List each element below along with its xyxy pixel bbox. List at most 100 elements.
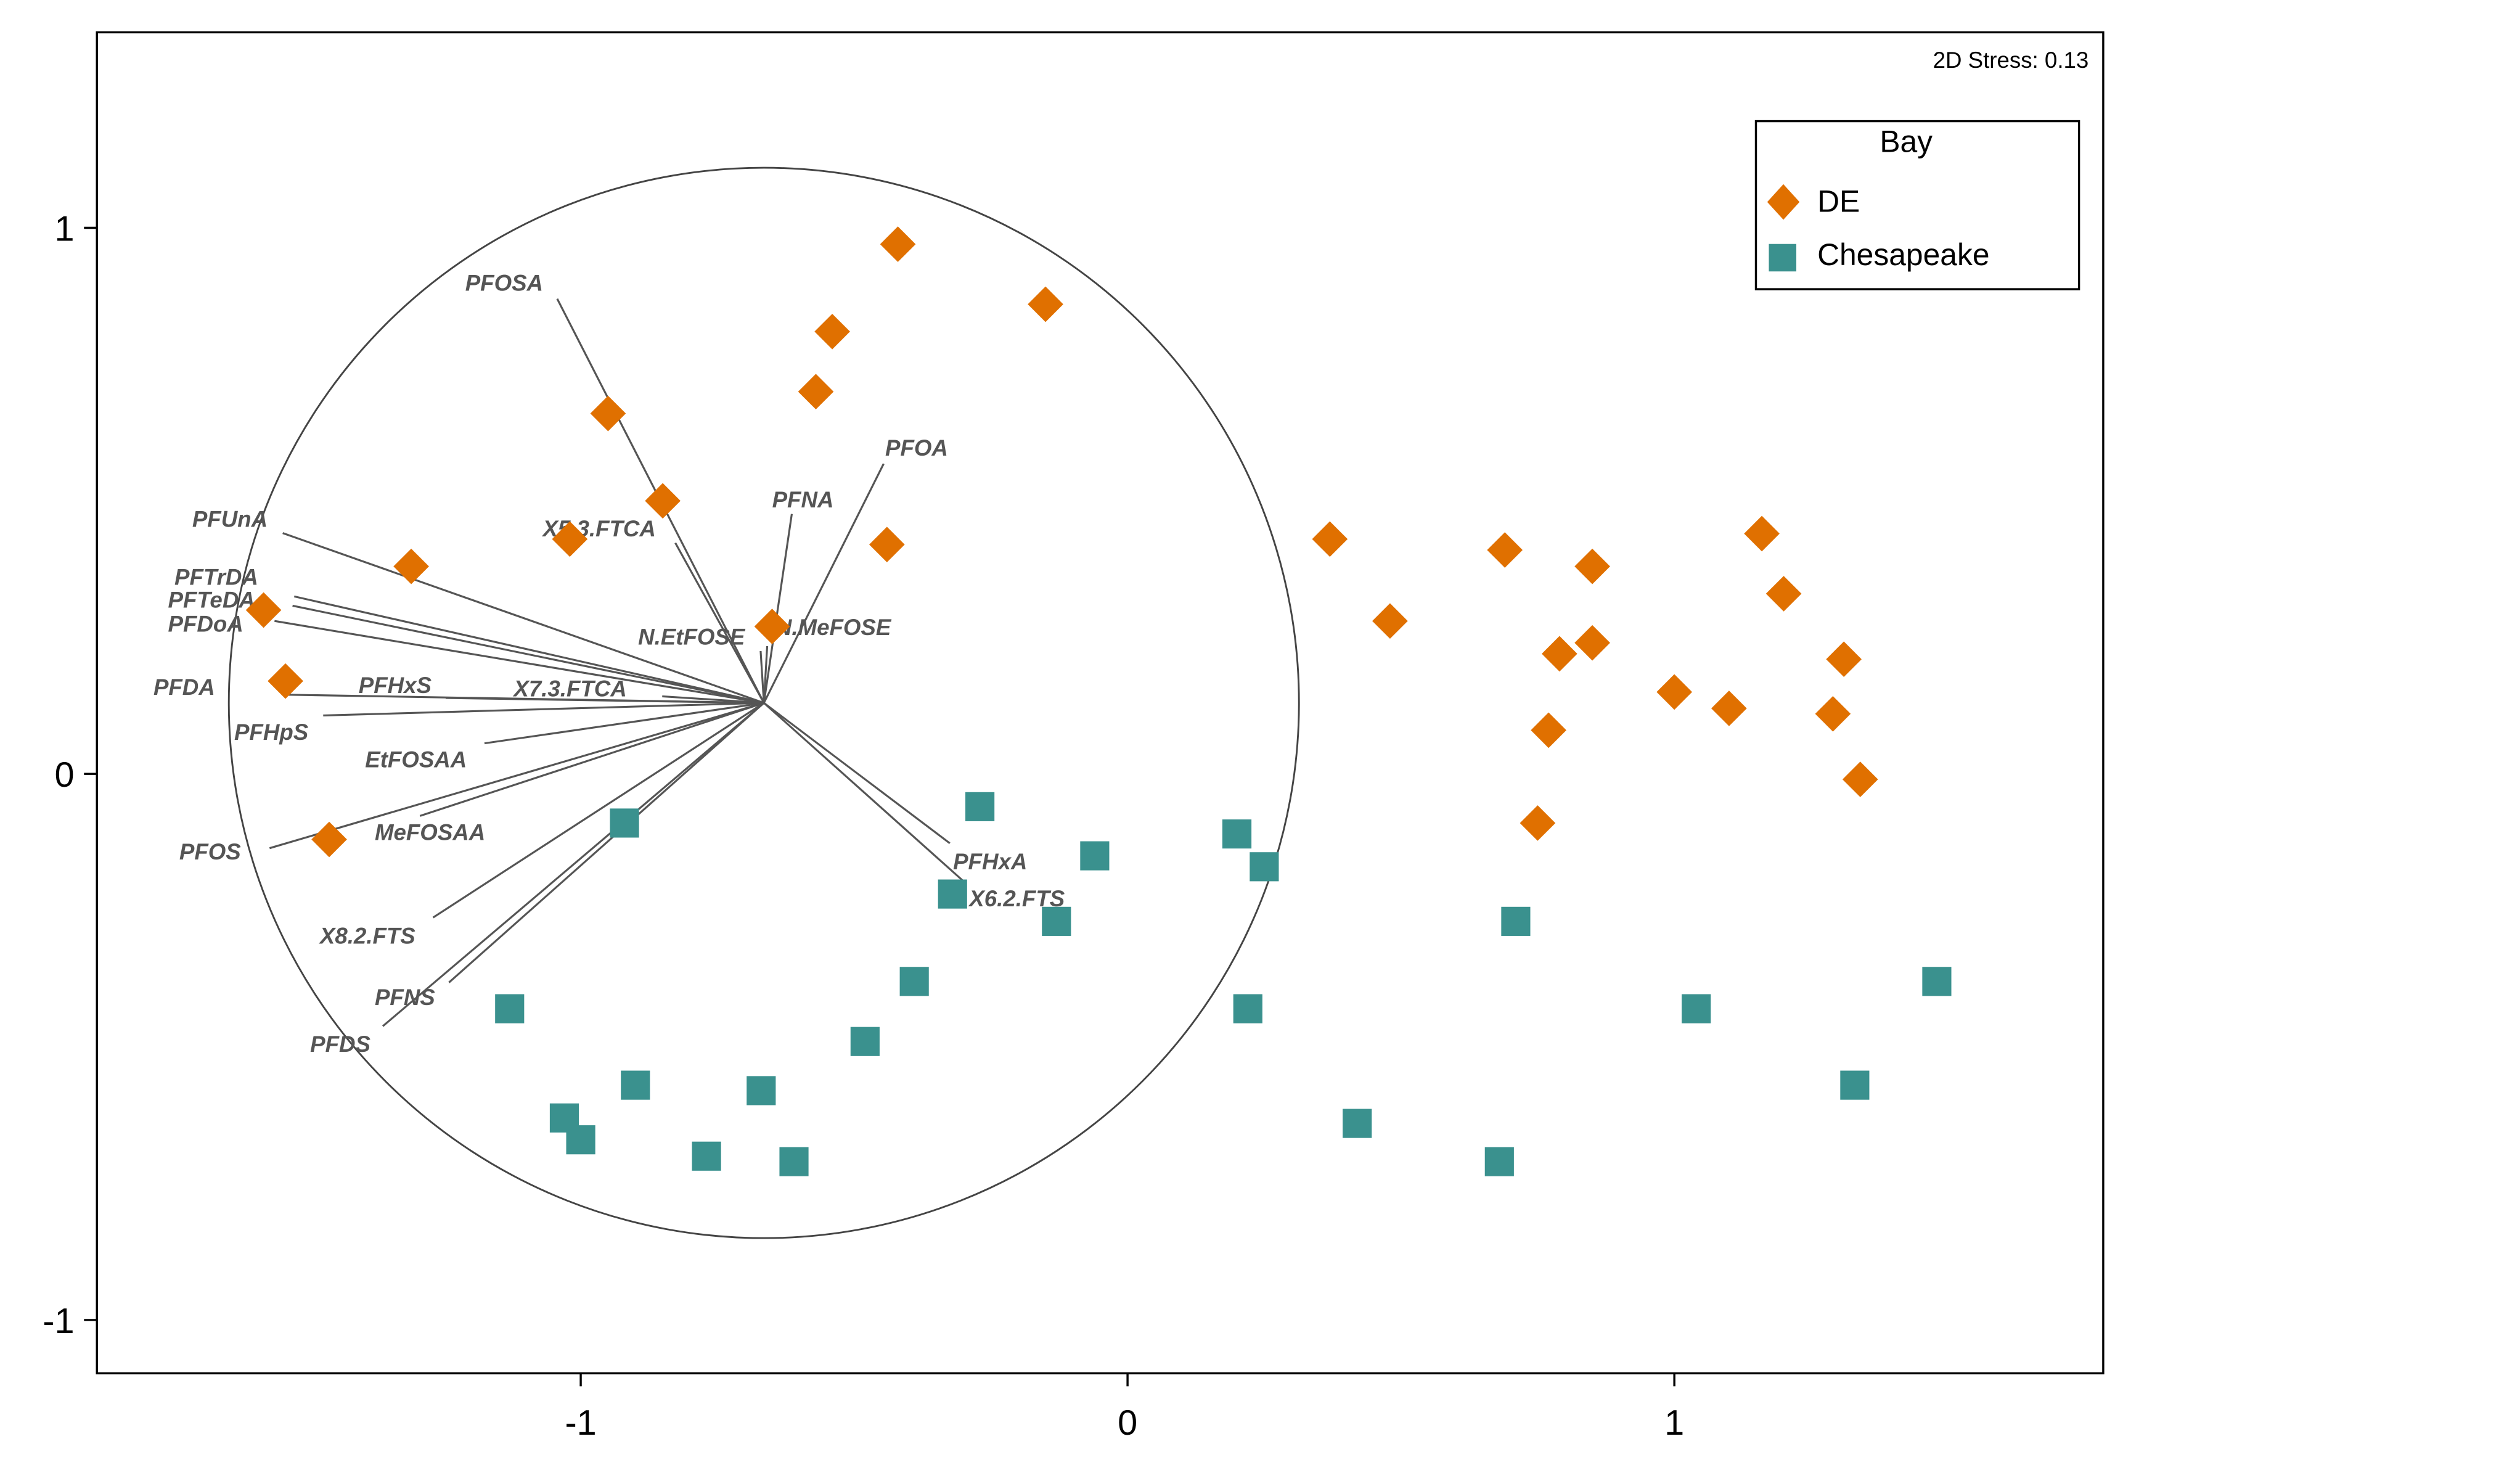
vector-MeFOSAA xyxy=(419,702,764,817)
point-chesapeake xyxy=(899,967,929,996)
point-de xyxy=(1744,515,1780,552)
vector-label: X7.3.FTCA xyxy=(512,676,626,701)
legend-label-chesapeake: Chesapeake xyxy=(1817,237,1989,272)
point-de xyxy=(1842,761,1878,797)
stress-annotation: 2D Stress: 0.13 xyxy=(1933,47,2089,73)
point-de xyxy=(869,527,905,563)
vector-label: PFHpS xyxy=(234,720,309,745)
point-de xyxy=(814,313,850,350)
point-chesapeake xyxy=(1840,1070,1870,1100)
vector-PFHpS xyxy=(323,702,764,717)
vector-PFNS xyxy=(448,702,765,983)
vector-PFTrDA xyxy=(293,595,764,704)
correlation-circle xyxy=(227,166,1300,1239)
vector-PFOA xyxy=(763,463,885,703)
point-de xyxy=(1574,548,1610,584)
vector-label: PFHxS xyxy=(359,673,432,698)
point-de xyxy=(1487,532,1523,568)
point-chesapeake xyxy=(1484,1147,1514,1176)
point-de xyxy=(1574,625,1610,661)
vector-label: N.EtFOSE xyxy=(638,625,746,650)
legend: Bay DE Chesapeake xyxy=(1754,120,2080,290)
vector-PFDS xyxy=(382,702,765,1027)
vector-label: EtFOSAA xyxy=(365,747,467,773)
legend-marker-chesapeake xyxy=(1769,244,1797,272)
x-tick-label: 1 xyxy=(1664,1403,1684,1443)
point-chesapeake xyxy=(1922,967,1952,996)
y-tick-label: 1 xyxy=(54,209,74,248)
point-chesapeake xyxy=(1222,819,1252,849)
vector-label: PFTeDA xyxy=(168,587,255,612)
vector-PFOS xyxy=(269,702,764,850)
vector-label: PFOS xyxy=(179,839,241,864)
vector-label: N.MeFOSE xyxy=(775,615,892,640)
point-chesapeake xyxy=(1343,1109,1372,1138)
point-chesapeake xyxy=(1042,906,1071,936)
vector-EtFOSAA xyxy=(484,702,764,745)
point-chesapeake xyxy=(495,994,525,1023)
point-chesapeake xyxy=(1250,852,1279,882)
vector-PFTeDA xyxy=(292,604,764,704)
point-de xyxy=(754,609,790,644)
point-chesapeake xyxy=(1080,841,1110,871)
vector-PFDoA xyxy=(274,620,764,704)
point-chesapeake xyxy=(850,1027,880,1056)
vector-PFNA xyxy=(763,514,793,703)
legend-label-de: DE xyxy=(1817,184,1860,218)
point-chesapeake xyxy=(747,1076,776,1105)
point-de xyxy=(552,521,588,557)
vector-PFHxS xyxy=(445,697,764,704)
point-chesapeake xyxy=(779,1147,809,1176)
point-de xyxy=(1656,674,1692,710)
point-chesapeake xyxy=(1501,906,1531,936)
vector-label: MeFOSAA xyxy=(375,820,485,845)
x-tick-label: -1 xyxy=(565,1403,596,1443)
y-tick-label: -1 xyxy=(43,1302,74,1341)
vector-label: PFOSA xyxy=(465,271,543,296)
vector-label: PFNS xyxy=(375,985,435,1010)
point-chesapeake xyxy=(1682,994,1711,1023)
y-tick-label: 0 xyxy=(54,755,74,795)
point-chesapeake xyxy=(610,808,639,838)
vector-N.MeFOSE xyxy=(763,646,769,703)
point-de xyxy=(1542,636,1577,672)
vector-X5.3.FTCA xyxy=(674,542,765,703)
point-de xyxy=(880,226,916,262)
vector-X7.3.FTCA xyxy=(662,695,764,704)
vector-label: PFDoA xyxy=(168,612,243,637)
vector-label: X8.2.FTS xyxy=(319,923,415,948)
point-de xyxy=(1372,603,1408,639)
vector-PFUnA xyxy=(282,532,764,704)
point-chesapeake xyxy=(1233,994,1262,1023)
point-de xyxy=(1531,712,1566,748)
point-de xyxy=(1826,641,1862,678)
point-chesapeake xyxy=(965,792,995,821)
vector-X6.2.FTS xyxy=(763,702,967,885)
vector-label: PFHxA xyxy=(953,849,1027,874)
vector-label: PFDA xyxy=(153,675,215,700)
vector-N.EtFOSE xyxy=(759,650,765,703)
point-de xyxy=(1028,286,1063,322)
legend-title: Bay xyxy=(1880,124,1933,158)
point-de xyxy=(311,821,347,858)
legend-box xyxy=(1754,120,2080,290)
vector-label: PFUnA xyxy=(192,506,268,531)
point-de xyxy=(268,663,303,699)
vector-label: PFOA xyxy=(885,435,948,461)
point-de xyxy=(590,395,626,432)
point-de xyxy=(393,548,429,584)
vector-X8.2.FTS xyxy=(432,702,765,919)
vector-label: PFDS xyxy=(310,1031,370,1057)
vector-label: PFTrDA xyxy=(174,565,258,590)
point-de xyxy=(1520,805,1556,841)
point-chesapeake xyxy=(692,1141,721,1171)
point-chesapeake xyxy=(621,1070,650,1100)
point-de xyxy=(798,374,834,410)
point-de xyxy=(1765,576,1802,612)
vector-PFHxA xyxy=(763,702,951,844)
vector-label: PFNA xyxy=(772,487,834,512)
x-tick-label: 0 xyxy=(1118,1403,1137,1443)
point-chesapeake xyxy=(566,1125,595,1155)
point-de xyxy=(1711,691,1747,726)
